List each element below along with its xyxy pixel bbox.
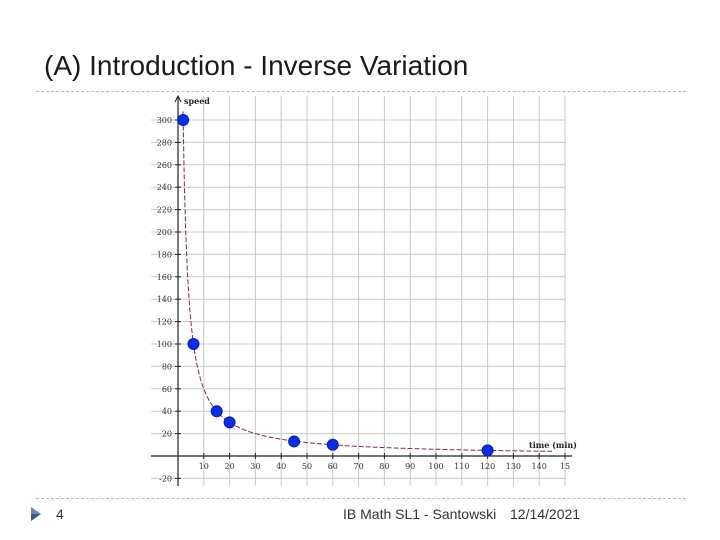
data-point	[223, 416, 236, 429]
x-tick-label: 120	[480, 462, 495, 471]
footer-date: 12/14/2021	[510, 506, 581, 522]
inverse-curve	[182, 111, 552, 452]
x-tick-label: 140	[532, 462, 547, 471]
slide-title: (A) Introduction - Inverse Variation	[44, 50, 469, 81]
x-tick-label: 130	[506, 462, 521, 471]
y-tick-label: 280	[157, 138, 172, 147]
y-tick-label: 180	[157, 250, 172, 259]
data-point	[177, 114, 190, 126]
title-divider	[36, 91, 686, 92]
page-number: 4	[56, 506, 64, 522]
x-tick-label: 30	[250, 462, 260, 471]
y-tick-label: 40	[162, 407, 172, 416]
data-point	[326, 438, 339, 451]
y-tick-label: 80	[162, 362, 172, 371]
x-tick-label: 15	[560, 462, 570, 471]
x-tick-label: 20	[225, 462, 235, 471]
footer-course: IB Math SL1 - Santowski	[343, 506, 497, 522]
data-point	[187, 338, 200, 350]
y-tick-label: 240	[157, 183, 172, 192]
x-tick-label: 80	[379, 462, 389, 471]
footer-divider	[36, 498, 686, 499]
y-tick-label: 300	[157, 116, 172, 125]
y-axis-arrow	[174, 94, 182, 103]
x-tick-label: 100	[428, 462, 443, 471]
y-tick-label: 200	[157, 228, 172, 237]
data-point	[481, 444, 494, 457]
y-tick-label: 260	[157, 161, 172, 170]
x-tick-label: 10	[199, 462, 209, 471]
y-tick-label: -20	[159, 474, 172, 483]
data-point	[210, 405, 223, 418]
y-tick-label: 100	[157, 340, 172, 349]
y-axis-label: speed	[184, 96, 210, 106]
x-tick-label: 40	[276, 462, 286, 471]
x-tick-label: 90	[405, 462, 415, 471]
y-tick-label: 60	[162, 385, 172, 394]
y-tick-label: 120	[157, 318, 172, 327]
bullet-arrow-icon	[31, 507, 41, 521]
x-tick-label: 70	[354, 462, 364, 471]
data-point	[288, 435, 301, 448]
y-tick-label: 220	[157, 206, 172, 215]
x-tick-label: 50	[302, 462, 312, 471]
x-tick-label: 60	[328, 462, 338, 471]
y-tick-label: 20	[162, 430, 172, 439]
x-tick-label: 110	[454, 462, 469, 471]
y-tick-label: 140	[157, 295, 172, 304]
x-axis-label: time (min)	[529, 440, 577, 450]
y-tick-label: 160	[157, 273, 172, 282]
